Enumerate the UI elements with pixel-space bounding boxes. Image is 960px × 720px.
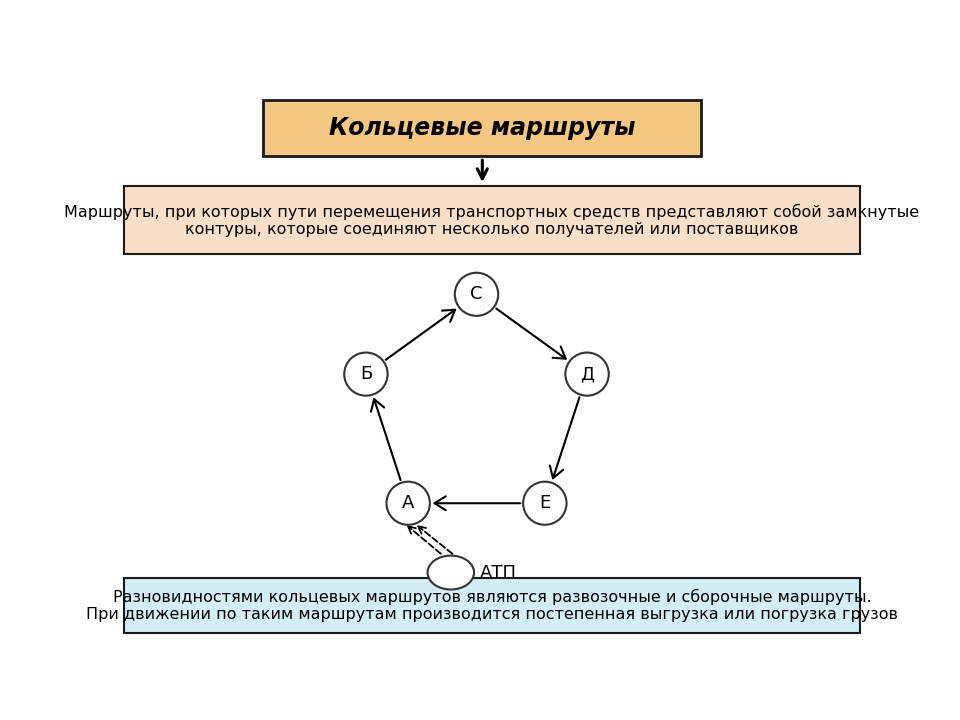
FancyBboxPatch shape — [124, 186, 860, 254]
Text: Д: Д — [580, 365, 594, 383]
Text: А: А — [402, 494, 415, 512]
FancyBboxPatch shape — [263, 100, 701, 156]
FancyBboxPatch shape — [124, 577, 860, 633]
FancyArrowPatch shape — [371, 399, 400, 480]
Circle shape — [455, 273, 498, 316]
Circle shape — [387, 482, 430, 525]
FancyArrowPatch shape — [435, 496, 520, 510]
Text: АТП: АТП — [480, 564, 517, 582]
Text: Маршруты, при которых пути перемещения транспортных средств представляют собой з: Маршруты, при которых пути перемещения т… — [64, 204, 920, 237]
FancyArrowPatch shape — [386, 310, 455, 360]
Circle shape — [345, 353, 388, 396]
Text: Разновидностями кольцевых маршрутов являются развозочные и сборочные маршруты.
П: Разновидностями кольцевых маршрутов явля… — [86, 589, 898, 622]
FancyArrowPatch shape — [496, 309, 565, 359]
FancyArrowPatch shape — [550, 397, 580, 478]
Text: Кольцевые маршруты: Кольцевые маршруты — [329, 116, 636, 140]
Circle shape — [565, 353, 609, 396]
Text: Б: Б — [360, 365, 372, 383]
Circle shape — [523, 482, 566, 525]
Text: Е: Е — [540, 494, 550, 512]
Ellipse shape — [427, 556, 474, 590]
Text: С: С — [470, 285, 483, 303]
